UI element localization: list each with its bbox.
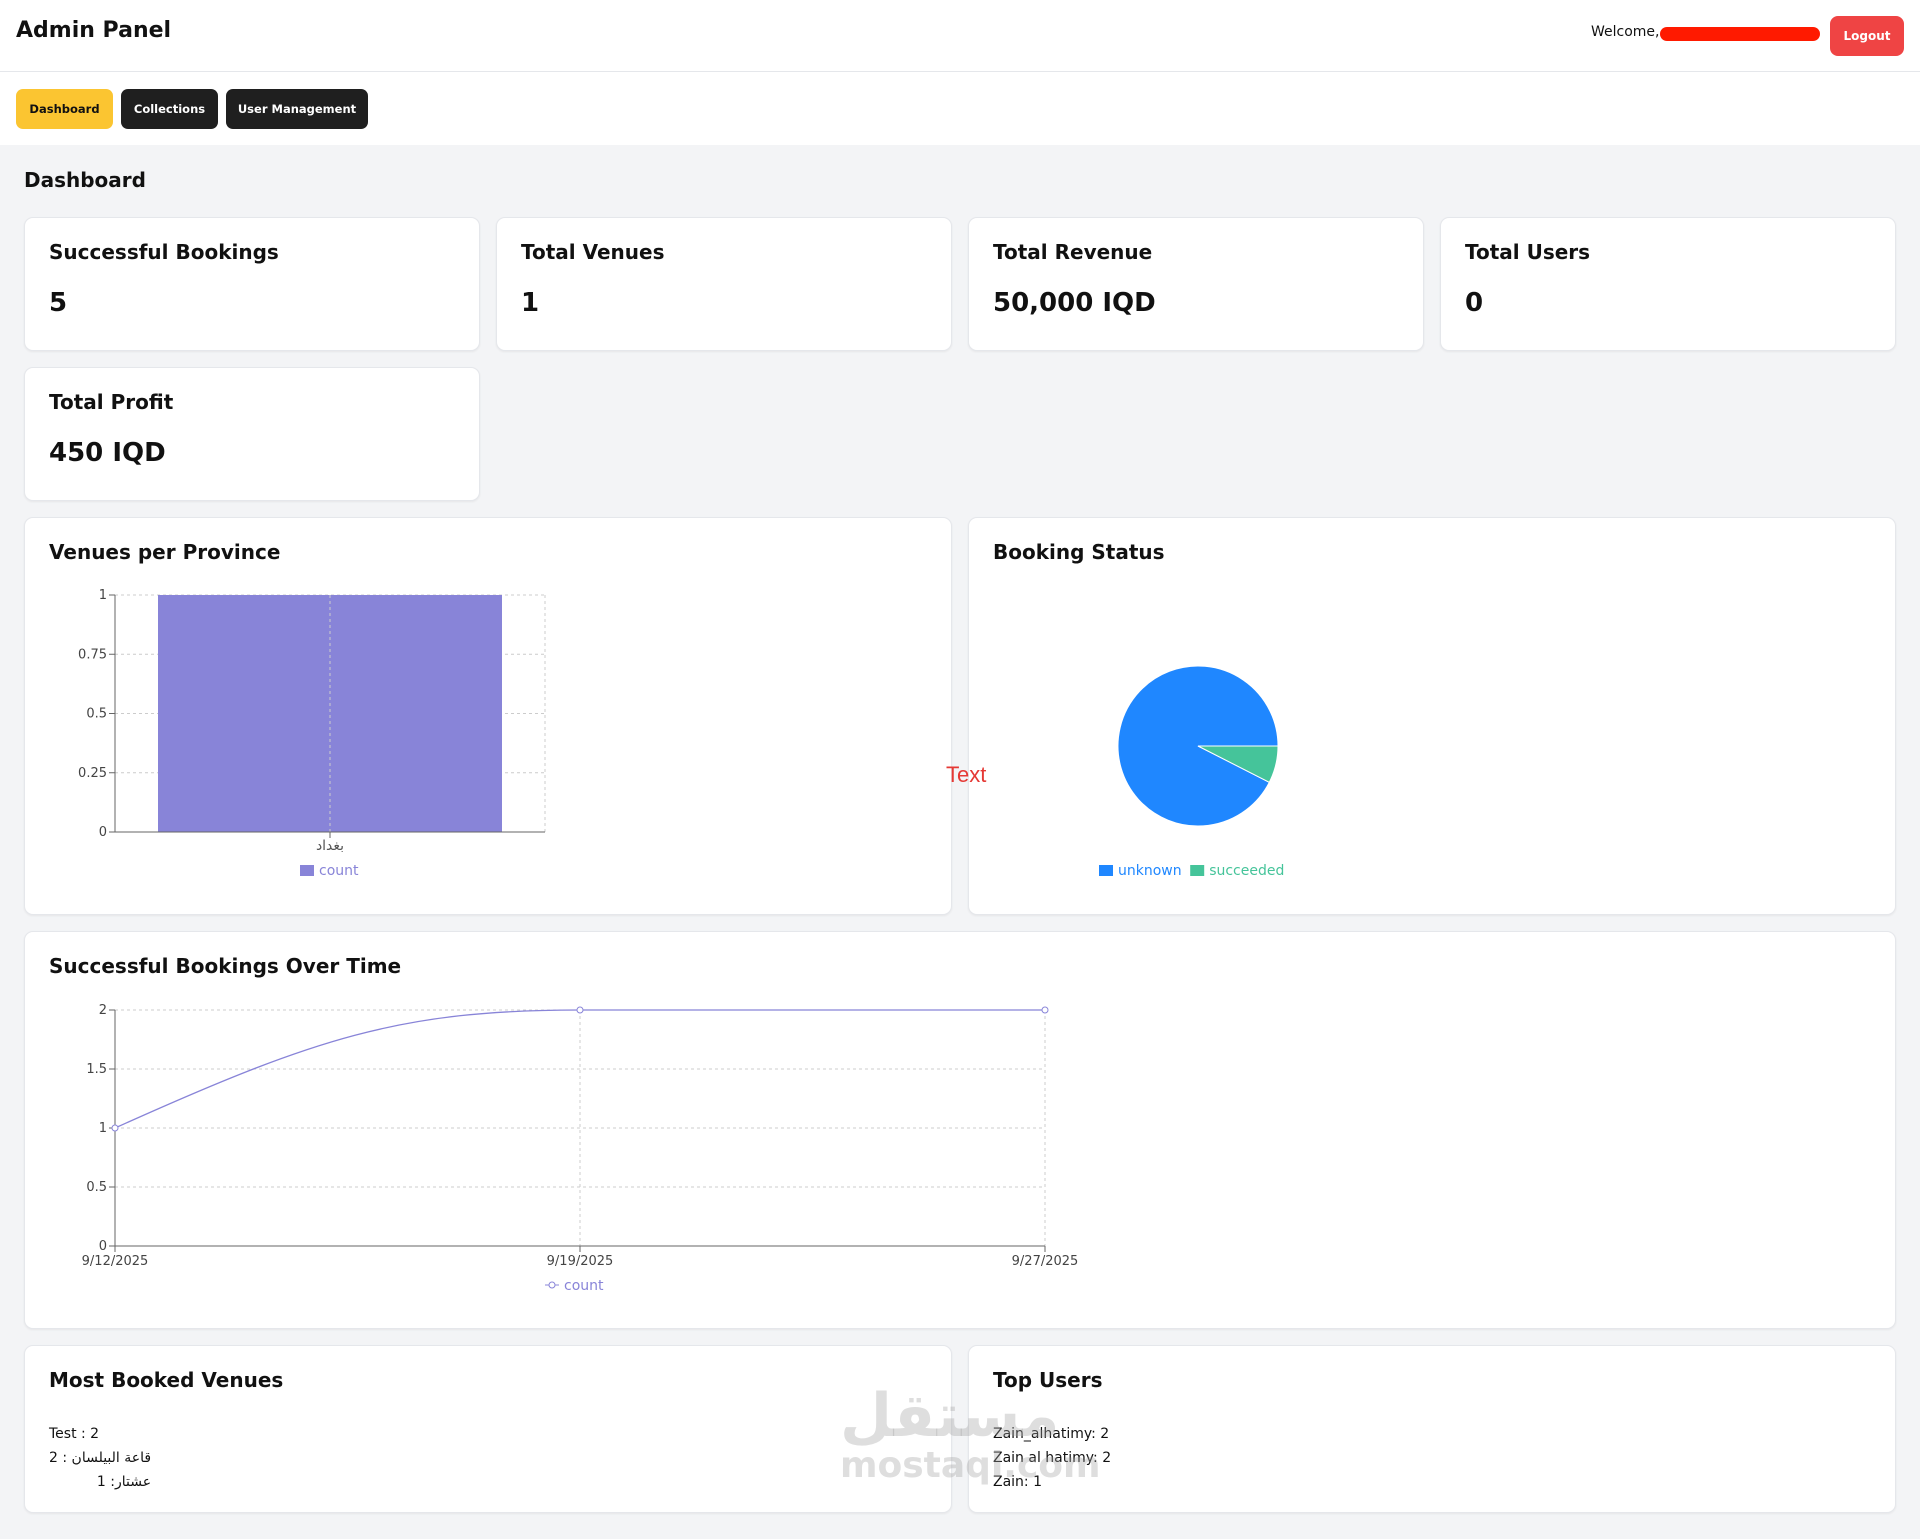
y-tick-label: 1 [99, 588, 107, 603]
tab-user-management[interactable]: User Management [226, 89, 368, 129]
legend-label: count [319, 863, 359, 879]
legend-swatch-marker [548, 1281, 556, 1289]
bar [158, 595, 502, 832]
nav-bar: Dashboard Collections User Management [0, 72, 1920, 145]
x-tick-label: 9/12/2025 [82, 1254, 149, 1269]
legend-swatch [1190, 865, 1205, 876]
legend-swatch [300, 865, 314, 876]
booking-status-panel: Booking Status unknown succeeded [968, 517, 1896, 915]
stat-value: 50,000 IQD [993, 288, 1156, 318]
y-tick-label: 0.25 [78, 766, 107, 781]
y-tick-label: 1 [99, 1121, 107, 1136]
tab-dashboard[interactable]: Dashboard [16, 89, 113, 129]
watermark-latin: mostaql.com [840, 1445, 1101, 1486]
top-users-panel: Top Users Zain_alhatimy: 2 Zain al hatim… [968, 1345, 1896, 1513]
list-item: Zain: 1 [993, 1474, 1043, 1490]
most-booked-list: Test : 2 قاعة البيلسان : 2 عشتار: 1 [49, 1422, 151, 1494]
x-tick-label: بغداد [316, 838, 344, 854]
y-tick-label: 1.5 [86, 1062, 107, 1077]
tab-collections[interactable]: Collections [121, 89, 218, 129]
venues-bar-chart: 0 0.25 0.5 0.75 1 بغداد count [78, 588, 546, 879]
bookings-over-time-panel: Successful Bookings Over Time 0 0.5 1 1.5 2 9… [24, 931, 1896, 1329]
stat-title: Total Users [1465, 240, 1591, 264]
list-item: Zain_alhatimy: 2 [993, 1426, 1110, 1442]
page-title: Dashboard [24, 168, 146, 192]
booking-status-pie-chart: unknown succeeded [1099, 665, 1284, 879]
stat-value: 0 [1465, 288, 1484, 318]
legend-label: unknown [1118, 863, 1182, 879]
y-tick-label: 0.5 [86, 707, 107, 722]
logout-button[interactable]: Logout [1830, 16, 1904, 56]
panel-title: Venues per Province [49, 540, 281, 564]
y-tick-label: 0 [99, 825, 107, 840]
y-tick-label: 0 [99, 1239, 107, 1254]
stat-value: 450 IQD [49, 438, 166, 468]
app-title: Admin Panel [16, 18, 172, 43]
venues-per-province-panel: Venues per Province 0 0.25 0.5 0.75 1 بغداد co… [24, 517, 952, 915]
legend-label: succeeded [1209, 863, 1284, 879]
text-annotation: Text [946, 762, 987, 787]
pie-slice-succeeded [1197, 745, 1279, 783]
y-tick-label: 2 [99, 1003, 107, 1018]
most-booked-venues-panel: Most Booked Venues Test : 2 قاعة البيلسا… [24, 1345, 952, 1513]
list-item: قاعة البيلسان : 2 [49, 1450, 152, 1466]
stat-title: Total Profit [49, 390, 174, 414]
data-point [1041, 1006, 1049, 1014]
stat-card-total-revenue: Total Revenue 50,000 IQD [968, 217, 1424, 351]
legend-swatch [1099, 865, 1113, 876]
x-tick-label: 9/27/2025 [1012, 1254, 1079, 1269]
watermark-arabic: مستقل [840, 1381, 1060, 1451]
redacted-username [1660, 27, 1820, 41]
data-point [111, 1124, 119, 1132]
legend-label: count [564, 1278, 604, 1294]
x-tick-label: 9/19/2025 [547, 1254, 614, 1269]
top-users-list: Zain_alhatimy: 2 Zain al hatimy: 2 Zain:… [993, 1422, 1111, 1494]
panel-title: Successful Bookings Over Time [49, 954, 402, 978]
welcome-text: Welcome, [1591, 24, 1660, 40]
watermark: مستقل mostaql.com [840, 1385, 1101, 1485]
stat-card-total-venues: Total Venues 1 [496, 217, 952, 351]
stat-value: 5 [49, 288, 68, 318]
stat-card-total-profit: Total Profit 450 IQD [24, 367, 480, 501]
series-line [114, 1009, 1045, 1129]
stat-title: Successful Bookings [49, 240, 279, 264]
stat-title: Total Venues [521, 240, 665, 264]
stat-card-total-users: Total Users 0 [1440, 217, 1896, 351]
panel-title: Booking Status [993, 540, 1165, 564]
list-item: عشتار: 1 [96, 1474, 152, 1490]
stat-card-successful-bookings: Successful Bookings 5 [24, 217, 480, 351]
panel-title: Most Booked Venues [49, 1368, 284, 1392]
list-item: Test : 2 [49, 1426, 100, 1442]
top-bar: Admin Panel Welcome, Logout [0, 0, 1920, 72]
panel-title: Top Users [993, 1368, 1103, 1392]
bookings-line-chart: 0 0.5 1 1.5 2 9/12/2025 9/19/2025 9/27/2025 coun… [82, 1003, 1079, 1294]
y-tick-label: 0.75 [78, 647, 107, 662]
stat-value: 1 [521, 288, 540, 318]
list-item: Zain al hatimy: 2 [993, 1450, 1112, 1466]
data-point [576, 1006, 584, 1014]
stat-title: Total Revenue [993, 240, 1153, 264]
y-tick-label: 0.5 [86, 1180, 107, 1195]
